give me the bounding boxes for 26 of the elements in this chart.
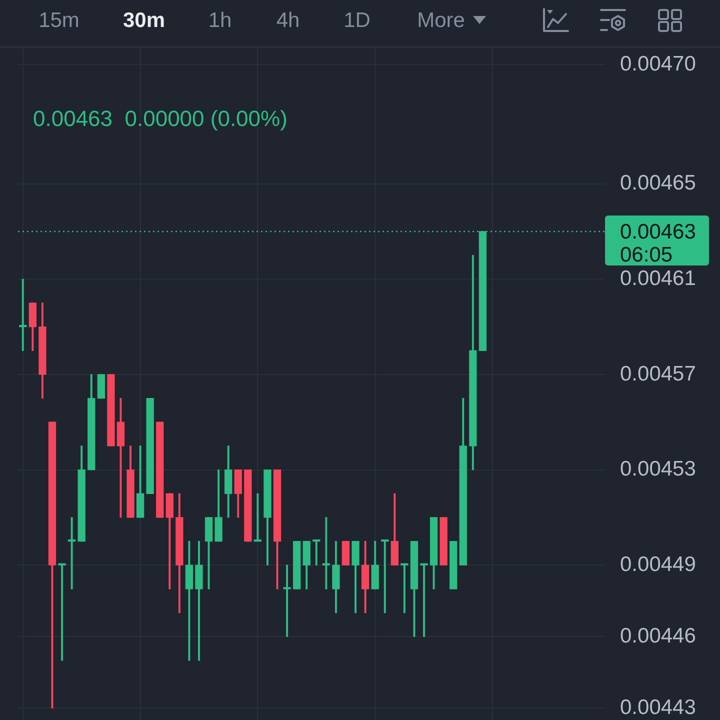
- candlestick: [19, 278, 27, 351]
- y-tick-label: 0.00449: [620, 552, 696, 576]
- text: More: [417, 8, 465, 34]
- y-tick-label: 0.00461: [620, 266, 696, 290]
- candlestick: [254, 493, 262, 542]
- ref-line-label: 0.00463 06:05: [620, 220, 696, 266]
- y-tick-label: 0.00446: [620, 624, 696, 648]
- text: 1D: [344, 8, 370, 34]
- y-tick-label: 0.00443: [620, 696, 696, 719]
- text: 4h: [276, 8, 300, 34]
- text: 15m: [38, 8, 80, 34]
- candlestick: [283, 564, 291, 637]
- text: 0.00463 0.00000 (0.00%): [33, 106, 288, 132]
- candlestick: [420, 563, 428, 637]
- candlestick: [68, 517, 76, 590]
- candlestick: [322, 517, 330, 590]
- y-tick-label: 0.00453: [620, 458, 696, 481]
- candlestick: [58, 563, 66, 661]
- candlestick: [400, 563, 408, 614]
- text: 30m: [122, 8, 166, 34]
- candlestick: [381, 539, 389, 614]
- y-tick-label: 0.00470: [620, 52, 696, 76]
- text: 1h: [208, 8, 232, 34]
- y-tick-label: 0.00465: [620, 172, 696, 195]
- y-tick-label: 0.00457: [620, 362, 696, 386]
- candlestick: [312, 539, 320, 566]
